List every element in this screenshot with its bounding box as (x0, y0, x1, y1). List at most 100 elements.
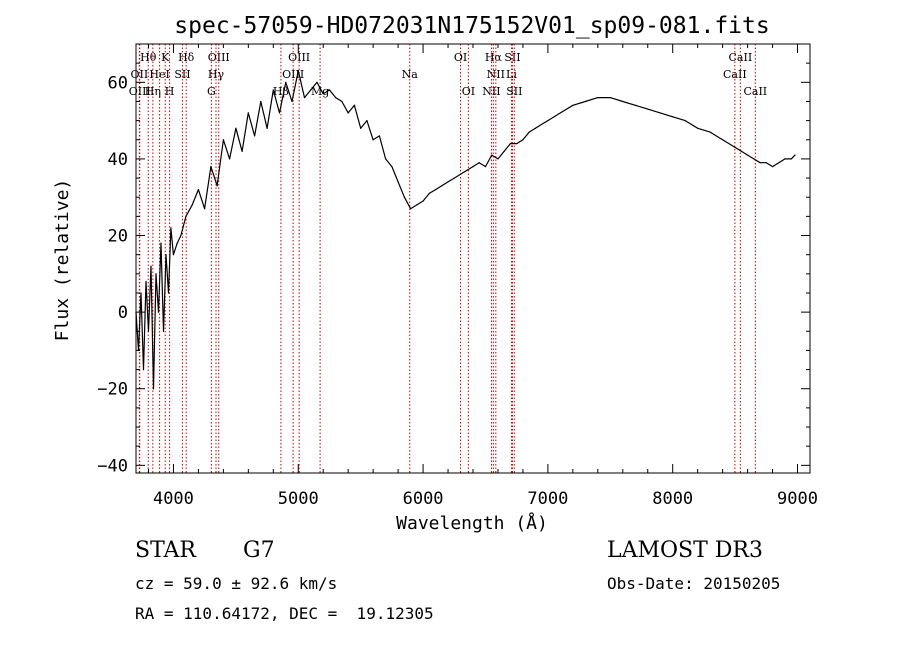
spectral-line-label: OIII (129, 85, 151, 98)
spectral-line-label: CaII (729, 51, 753, 64)
spectrum-data-point (522, 139, 524, 141)
spectral-line-label: Hα (485, 51, 503, 64)
spectrum-data-point (167, 292, 170, 294)
chart-title: spec-57059-HD072031N175152V01_sp09-081.f… (174, 13, 769, 39)
spectral-line-label: G (207, 85, 216, 98)
spectrum-data-point (260, 100, 262, 103)
spectral-line-label: Mg (311, 85, 329, 98)
spectrum-data-point (697, 127, 699, 129)
axis-ticks: 4000 5000 6000 7000 8000 9000 −40 −20 0 20 40 60 (97, 44, 818, 509)
spectrum-data-point (672, 116, 674, 118)
survey-name: LAMOST DR3 (607, 538, 763, 563)
spectral-line-label: OIII (288, 51, 310, 64)
spectral-line-label: SII (504, 51, 520, 64)
spectral-line-label: SII (506, 85, 522, 98)
y-tick-label: −40 (97, 456, 128, 476)
y-tick-label: 20 (108, 227, 128, 247)
spectrum-data-point (722, 139, 724, 141)
spectrum-data-point (503, 150, 505, 152)
spectrum-data-point (647, 108, 649, 110)
spectrum-data-point (472, 165, 474, 168)
spectrum-data-point (416, 204, 418, 206)
y-tick-label: 0 (118, 303, 128, 323)
spectrum-data-point (491, 154, 493, 156)
spectrum-data-point (759, 162, 761, 164)
spectrum-data-point (378, 135, 380, 137)
coordinates: RA = 110.64172, DEC = 19.12305 (135, 604, 434, 623)
spectrum-data-point (372, 139, 374, 141)
spectrum-data-point (222, 139, 224, 141)
redshift-text: cz = 59.0 ± 92.6 km/s (135, 574, 338, 593)
spectrum-data-point (235, 127, 237, 129)
x-tick-label: 9000 (777, 489, 818, 509)
spectrum-data-point (447, 181, 449, 183)
y-tick-label: 40 (108, 150, 128, 170)
spectrum-data-point (266, 127, 268, 129)
spectrum-data-point (142, 368, 145, 371)
y-tick-label: −20 (97, 380, 128, 400)
spectrum-data-point (285, 81, 287, 83)
spectrum-data-point (303, 97, 306, 99)
spectrum-data-point (172, 254, 175, 256)
spectrum-data-point (366, 120, 368, 122)
spectrum-data-point (547, 120, 549, 122)
spectral-line-label: Na (402, 68, 419, 81)
spectral-line-label: Hγ (208, 68, 225, 81)
x-tick-label: 4000 (153, 489, 194, 509)
spectrum-data-point (753, 158, 755, 160)
spectrum-data-point (347, 112, 349, 114)
x-tick-label: 6000 (403, 489, 444, 509)
spectrum-data-point (165, 254, 167, 256)
spectrum-data-point (328, 89, 331, 91)
spectrum-data-point (353, 104, 356, 106)
spectrum-data-point (278, 112, 281, 114)
spectrum-data-point (528, 131, 530, 133)
spectrum-data-point (453, 177, 455, 179)
spectral-line-label: SII (174, 68, 190, 81)
spectrum-data-point (157, 311, 160, 313)
spectrum-data-point (584, 100, 586, 103)
spectrum-data-point (360, 127, 362, 129)
spectrum-data-point (609, 97, 611, 99)
spectral-line-label: CaII (743, 85, 767, 98)
spectral-line-label: Hθ (140, 51, 157, 64)
x-tick-label: 8000 (652, 489, 693, 509)
spectrum-data-point (790, 158, 792, 160)
spectrum-data-point (229, 158, 231, 160)
spectral-line-label: OIII (282, 68, 304, 81)
spectrum-data-point (150, 265, 152, 267)
spectrum-data-point (140, 292, 142, 294)
spectral-line-label: K (161, 51, 170, 64)
spectrum-data-point (534, 127, 537, 129)
spectral-line-label: OI (454, 51, 467, 64)
spectrum-data-point (409, 208, 412, 210)
spectrum-data-point (459, 173, 462, 175)
plot-frame (135, 43, 811, 474)
spectrum-data-point (152, 388, 155, 390)
spectrum-data-point (191, 204, 193, 206)
spectrum-data-point (784, 158, 786, 160)
spectrum-data-point (597, 97, 599, 99)
spectral-line-label: OI (462, 85, 475, 98)
spectral-line-label: Hη (145, 85, 161, 98)
spectrum-data-point (180, 234, 182, 237)
spectrum-data-point (740, 150, 742, 152)
object-subclass: G7 (243, 538, 275, 563)
spectrum-data-point (516, 142, 518, 145)
spectrum-data-point (197, 188, 200, 191)
spectrum-data-point (765, 162, 767, 164)
x-tick-label: 5000 (278, 489, 319, 509)
spectrum-data-point (622, 100, 624, 103)
x-tick-label: 7000 (527, 489, 568, 509)
spectral-line-label: Hδ (178, 51, 195, 64)
spectrum-data-point (484, 165, 487, 168)
spectrum-data-point (541, 123, 543, 126)
spectrum-data-point (247, 112, 249, 114)
spectrum-series-line (135, 70, 796, 390)
spectrum-data-point (162, 330, 165, 332)
spectrum-data-point (397, 181, 399, 183)
spectrum-data-point (385, 158, 387, 160)
spectrum-data-point (170, 227, 172, 229)
